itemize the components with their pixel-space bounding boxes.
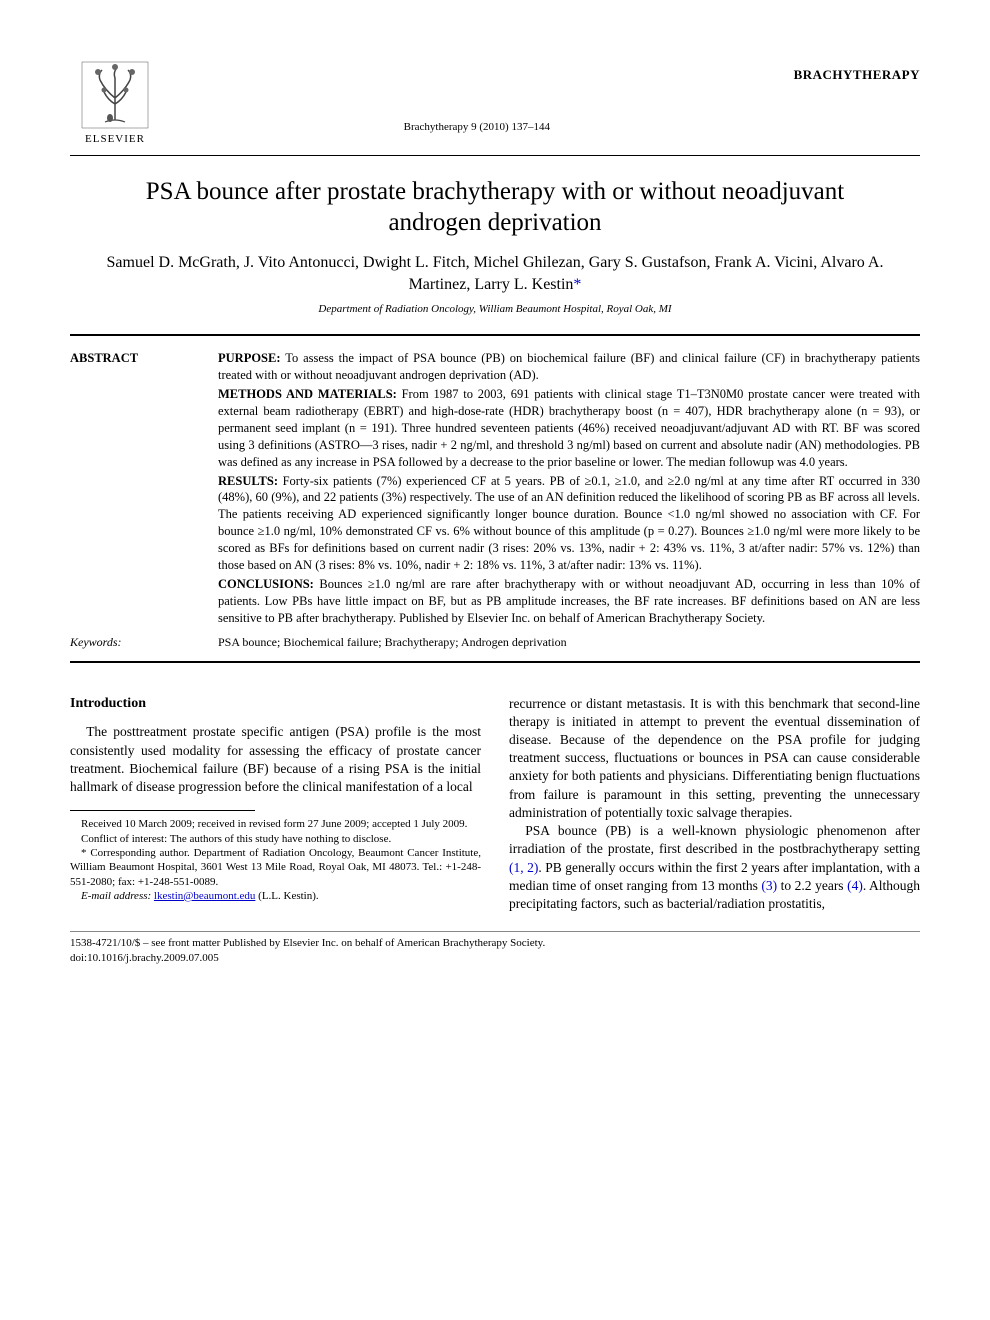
abstract-bottom-rule xyxy=(70,661,920,663)
results-label: RESULTS: xyxy=(218,474,278,488)
footnote-received: Received 10 March 2009; received in revi… xyxy=(70,817,481,831)
p2-part-a: PSA bounce (PB) is a well-known physiolo… xyxy=(509,823,920,856)
footnote-email: E-mail address: lkestin@beaumont.edu (L.… xyxy=(70,889,481,903)
doi-line: doi:10.1016/j.brachy.2009.07.005 xyxy=(70,951,920,966)
affiliation: Department of Radiation Oncology, Willia… xyxy=(70,302,920,317)
abstract-methods: METHODS AND MATERIALS: From 1987 to 2003… xyxy=(218,386,920,470)
intro-paragraph-1a: The posttreatment prostate specific anti… xyxy=(70,723,481,796)
header-row: ELSEVIER Brachytherapy 9 (2010) 137–144 … xyxy=(70,60,920,147)
methods-label: METHODS AND MATERIALS: xyxy=(218,387,397,401)
keywords-text: PSA bounce; Biochemical failure; Brachyt… xyxy=(218,634,920,650)
footer-block: 1538-4721/10/$ – see front matter Publis… xyxy=(70,931,920,966)
abstract-body: PURPOSE: To assess the impact of PSA bou… xyxy=(218,350,920,628)
ref-link-3[interactable]: (3) xyxy=(761,878,777,893)
ref-link-4[interactable]: (4) xyxy=(847,878,863,893)
abstract-label: ABSTRACT xyxy=(70,350,200,628)
journal-brand: BRACHYTHERAPY xyxy=(794,60,920,84)
abstract-block: ABSTRACT PURPOSE: To assess the impact o… xyxy=(70,350,920,628)
footnotes: Received 10 March 2009; received in revi… xyxy=(70,817,481,903)
article-title: PSA bounce after prostate brachytherapy … xyxy=(110,176,880,239)
abstract-results: RESULTS: Forty-six patients (7%) experie… xyxy=(218,473,920,574)
body-columns: Introduction The posttreatment prostate … xyxy=(70,695,920,914)
keywords-row: Keywords: PSA bounce; Biochemical failur… xyxy=(70,634,920,650)
p2-part-c: to 2.2 years xyxy=(777,878,847,893)
results-text: Forty-six patients (7%) experienced CF a… xyxy=(218,474,920,572)
authors-text: Samuel D. McGrath, J. Vito Antonucci, Dw… xyxy=(107,254,884,293)
journal-reference: Brachytherapy 9 (2010) 137–144 xyxy=(160,60,794,135)
intro-paragraph-1b: recurrence or distant metastasis. It is … xyxy=(509,695,920,823)
ref-link-1-2[interactable]: (1, 2) xyxy=(509,860,538,875)
introduction-heading: Introduction xyxy=(70,695,481,714)
abstract-conclusions: CONCLUSIONS: Bounces ≥1.0 ng/ml are rare… xyxy=(218,576,920,627)
email-link[interactable]: lkestin@beaumont.edu xyxy=(154,890,255,902)
copyright-line: 1538-4721/10/$ – see front matter Publis… xyxy=(70,936,920,951)
conclusions-text: Bounces ≥1.0 ng/ml are rare after brachy… xyxy=(218,577,920,625)
publisher-block: ELSEVIER xyxy=(70,60,160,147)
footnote-separator xyxy=(70,810,255,811)
email-label: E-mail address: xyxy=(81,890,151,902)
footnote-corresponding: * Corresponding author. Department of Ra… xyxy=(70,846,481,889)
abstract-top-rule xyxy=(70,334,920,336)
corresponding-mark: * xyxy=(573,276,581,293)
elsevier-tree-icon xyxy=(80,60,150,130)
footnote-conflict: Conflict of interest: The authors of thi… xyxy=(70,832,481,846)
publisher-name: ELSEVIER xyxy=(85,132,145,147)
author-list: Samuel D. McGrath, J. Vito Antonucci, Dw… xyxy=(100,252,890,295)
header-rule xyxy=(70,155,920,156)
purpose-text: To assess the impact of PSA bounce (PB) … xyxy=(218,351,920,382)
abstract-purpose: PURPOSE: To assess the impact of PSA bou… xyxy=(218,350,920,384)
email-author: (L.L. Kestin). xyxy=(258,890,318,902)
intro-paragraph-2: PSA bounce (PB) is a well-known physiolo… xyxy=(509,822,920,913)
conclusions-label: CONCLUSIONS: xyxy=(218,577,314,591)
purpose-label: PURPOSE: xyxy=(218,351,281,365)
keywords-label: Keywords: xyxy=(70,634,200,650)
